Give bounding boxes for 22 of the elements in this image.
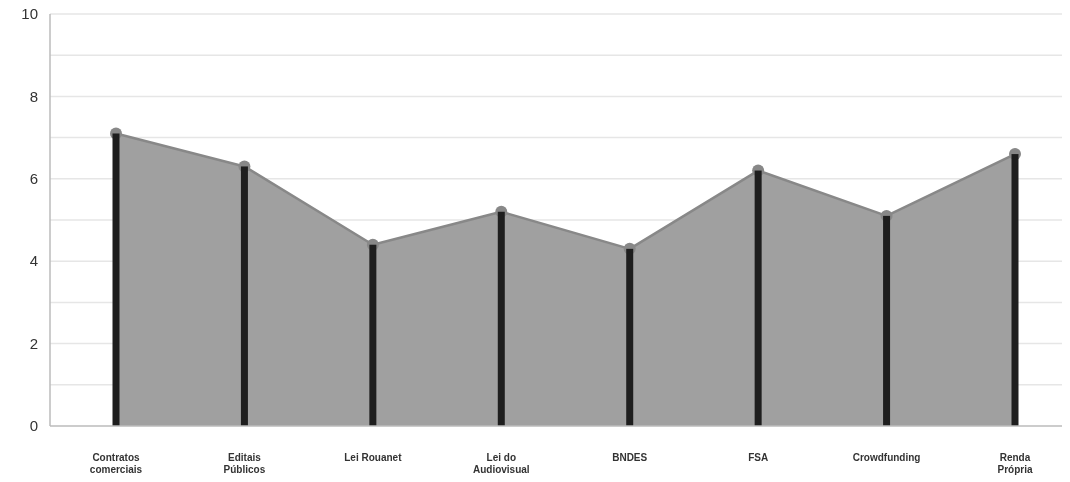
x-tick-label: Lei Rouanet [344,452,403,463]
x-tick-label: Contratos comerciais [89,452,143,475]
bar [497,211,505,426]
y-tick-label: 0 [29,417,38,435]
bar [369,244,377,426]
bar [883,215,891,426]
y-tick-label: 4 [29,252,38,270]
y-tick-label: 10 [21,5,38,23]
bar [1011,154,1019,426]
x-tick-label: Renda Própria [997,452,1033,475]
x-tick-label: Editais Públicos [223,452,266,475]
bar [754,170,762,426]
x-tick-label: Crowdfunding [852,452,921,463]
x-tick-label: FSA [748,452,769,463]
y-tick-label: 6 [29,170,38,188]
x-tick-label: Lei do Audiovisual [472,452,530,475]
bar [112,133,120,426]
x-tick-label: BNDES [612,452,648,463]
bar [240,166,248,426]
y-tick-label: 8 [29,87,38,105]
bar [626,248,634,426]
y-tick-label: 2 [29,334,38,352]
